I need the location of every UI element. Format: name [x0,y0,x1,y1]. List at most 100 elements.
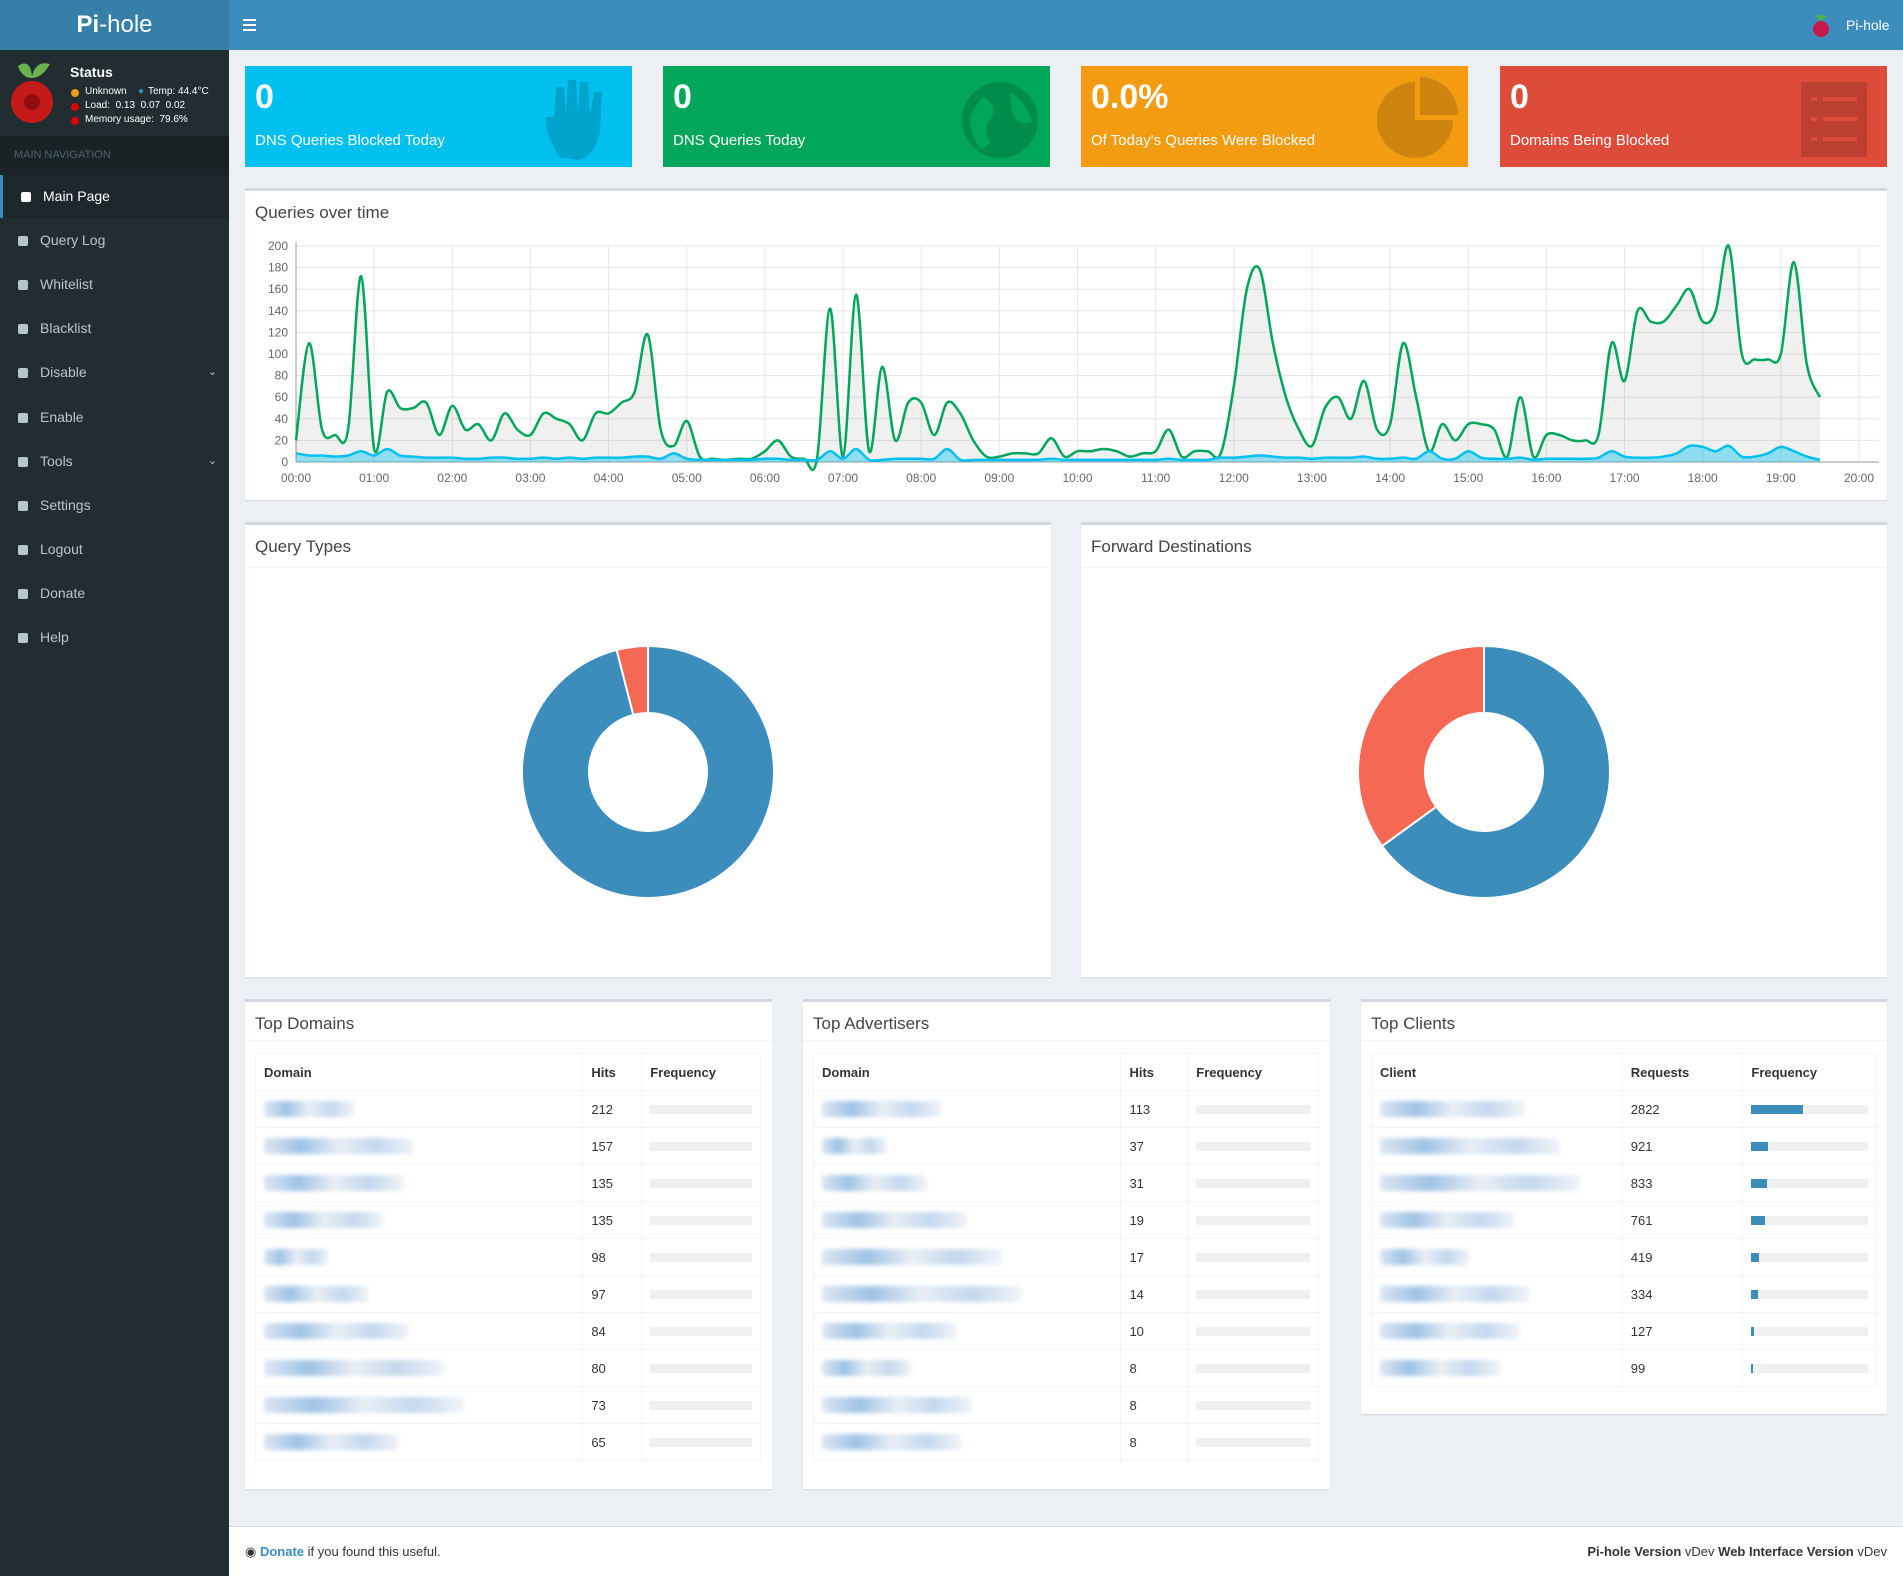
count-cell: 127 [1621,1312,1744,1350]
frequency-cell [1187,1312,1319,1350]
name-cell [254,1238,584,1276]
redacted-name [1380,1175,1580,1191]
redacted-name [822,1286,1022,1302]
table-box: Top Advertisers Domain Hits Frequency 113 37 3… [803,999,1330,1489]
box-title: Top Clients [1371,1014,1456,1033]
table-row: 97 [254,1275,761,1313]
nav-item[interactable]: Settings [0,484,229,527]
progress-track [1751,1363,1868,1373]
column-header: Frequency [1187,1053,1319,1091]
redacted-name [1380,1249,1470,1265]
redacted-name [822,1101,942,1117]
donate-link[interactable]: Donate [259,1544,305,1559]
header-row: Domain Hits Frequency [254,1053,761,1091]
nav-item[interactable]: Donate [0,572,229,615]
progress-bar [1751,1178,1767,1188]
name-cell [812,1423,1122,1461]
nav-icon [18,633,28,643]
redacted-name [264,1101,354,1117]
name-cell [1371,1164,1623,1202]
count-cell: 8 [1120,1423,1189,1461]
name-cell [254,1275,584,1313]
nav-label: Donate [40,584,86,601]
box-title: Top Advertisers [813,1014,930,1033]
stat-value: 0.0% [1091,78,1169,116]
frequency-cell [641,1349,761,1387]
frequency-cell [1187,1275,1319,1313]
column-header: Frequency [641,1053,761,1091]
logo-bold: Pi [76,11,100,38]
nav-item[interactable]: Whitelist [0,263,229,306]
nav-item[interactable]: Main Page [0,175,229,218]
table-row: 135 [254,1201,761,1239]
progress-track [1196,1326,1310,1336]
table-box: Top Domains Domain Hits Frequency 212 157 135 1… [245,999,772,1489]
frequency-cell [1187,1127,1319,1165]
footer: ◉ Donate if you found this useful. Pi-ho… [229,1526,1903,1576]
count-cell: 921 [1621,1127,1744,1165]
memory-text: Memory usage: 79.6% [85,114,188,125]
redacted-name [822,1138,887,1154]
stat-icon [1801,82,1867,157]
web-version: vDev [1857,1544,1887,1559]
box-title: Forward Destinations [1091,537,1252,556]
nav-chevron: ⌄ [207,454,217,467]
footer-left: ◉ Donate if you found this useful. [245,1527,441,1576]
stat-value: 0 [673,78,692,116]
nav-icon [18,236,28,247]
count-cell: 157 [582,1127,643,1165]
count-cell: 80 [582,1349,643,1387]
redacted-name [1380,1138,1560,1154]
name-cell [812,1127,1122,1165]
nav-item[interactable]: Disable ⌄ [0,351,229,394]
progress-track [1196,1215,1310,1225]
pi-logo [11,63,53,123]
nav-item[interactable]: Tools ⌄ [0,440,229,483]
nav-label: Disable [40,364,87,381]
count-cell: 17 [1120,1238,1189,1276]
nav-item[interactable]: Query Log [0,219,229,262]
progress-track [1196,1437,1310,1447]
user-name[interactable]: Pi-hole [1846,17,1890,33]
progress-track [1196,1289,1310,1299]
name-cell [254,1164,584,1202]
logo[interactable]: Pi-hole [0,0,229,50]
box-title: Top Domains [255,1014,355,1033]
nav-item[interactable]: Logout [0,528,229,571]
name-cell [1371,1275,1623,1313]
nav-icon [18,500,28,511]
progress-track [650,1104,752,1114]
status-title: Status [70,64,113,80]
nav-item[interactable]: Enable [0,396,229,439]
nav-label: Settings [40,496,91,513]
nav-item[interactable]: Help [0,616,229,659]
table-row: 419 [1371,1238,1877,1276]
table-row: 135 [254,1164,761,1202]
nav-icon [18,368,28,379]
frequency-cell [1742,1238,1877,1276]
frequency-cell [641,1238,761,1276]
table-row: 84 [254,1312,761,1350]
frequency-cell [1187,1386,1319,1424]
count-cell: 135 [582,1164,643,1202]
count-cell: 419 [1621,1238,1744,1276]
progress-bar [1751,1252,1760,1262]
nav-item[interactable]: Blacklist [0,307,229,350]
stat-label: Domains Being Blocked [1510,132,1670,149]
column-header: Client [1371,1053,1623,1091]
nav-label: Whitelist [40,276,93,293]
frequency-cell [641,1312,761,1350]
header-row: Client Requests Frequency [1371,1053,1877,1091]
stat-value: 0 [255,78,274,116]
nav-label: Help [40,629,69,645]
data-table: Client Requests Frequency 2822 921 833 761 419 3… [1371,1053,1877,1387]
name-cell [812,1312,1122,1350]
nav-icon [18,412,28,423]
github-icon: ◉ [245,1544,260,1559]
nav-label: Blacklist [40,320,92,337]
frequency-cell [1187,1349,1319,1387]
box-divider [245,1040,772,1041]
table-row: 2822 [1371,1090,1877,1128]
menu-toggle[interactable] [243,18,257,32]
